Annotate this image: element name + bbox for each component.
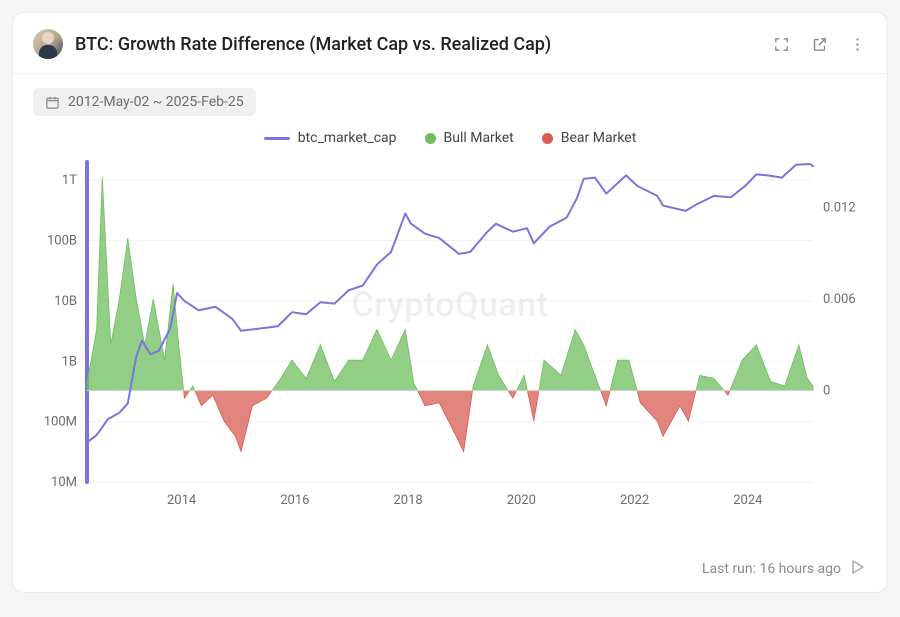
svg-text:2014: 2014: [167, 493, 197, 508]
svg-text:1B: 1B: [62, 354, 77, 369]
last-run-label: Last run: 16 hours ago: [702, 561, 841, 577]
legend-line[interactable]: btc_market_cap: [264, 130, 397, 146]
author-avatar[interactable]: [33, 29, 63, 59]
svg-text:2018: 2018: [393, 493, 422, 508]
date-range-label: 2012-May-02 ~ 2025-Feb-25: [68, 94, 244, 110]
svg-text:2020: 2020: [507, 493, 536, 508]
legend: btc_market_cap Bull Market Bear Market: [29, 130, 871, 146]
svg-text:10B: 10B: [54, 294, 77, 309]
header-actions: [771, 34, 867, 54]
svg-text:100B: 100B: [47, 234, 77, 249]
card-header: BTC: Growth Rate Difference (Market Cap …: [13, 13, 887, 74]
legend-bull-swatch: [425, 133, 436, 144]
chart-title: BTC: Growth Rate Difference (Market Cap …: [75, 34, 771, 55]
legend-line-swatch: [264, 137, 290, 140]
svg-text:2016: 2016: [280, 493, 309, 508]
legend-bull[interactable]: Bull Market: [425, 130, 514, 146]
chart-card: BTC: Growth Rate Difference (Market Cap …: [12, 12, 888, 593]
fullscreen-icon[interactable]: [771, 34, 791, 54]
play-icon[interactable]: [851, 560, 865, 578]
chart-area: btc_market_cap Bull Market Bear Market C…: [13, 116, 887, 554]
legend-bull-label: Bull Market: [444, 130, 514, 146]
svg-text:1T: 1T: [62, 173, 77, 188]
more-icon[interactable]: [847, 34, 867, 54]
svg-text:2022: 2022: [620, 493, 649, 508]
plot: CryptoQuant 10M100M1B10B100B1T00.0060.01…: [29, 154, 871, 514]
external-link-icon[interactable]: [809, 34, 829, 54]
svg-text:10M: 10M: [51, 475, 77, 490]
toolbar: 2012-May-02 ~ 2025-Feb-25: [13, 74, 887, 116]
legend-bear-swatch: [542, 133, 553, 144]
legend-line-label: btc_market_cap: [298, 130, 397, 146]
svg-text:0: 0: [823, 384, 830, 399]
legend-bear-label: Bear Market: [561, 130, 637, 146]
svg-text:0.012: 0.012: [823, 201, 856, 216]
svg-text:0.006: 0.006: [823, 292, 856, 307]
card-footer: Last run: 16 hours ago: [13, 554, 887, 592]
calendar-icon: [45, 95, 60, 110]
date-range-picker[interactable]: 2012-May-02 ~ 2025-Feb-25: [33, 88, 256, 116]
svg-text:2024: 2024: [733, 493, 763, 508]
legend-bear[interactable]: Bear Market: [542, 130, 637, 146]
plot-svg: 10M 100M 1B 10B 100B 1T 0 0.006 0.012 2014 2016 201…: [29, 154, 873, 514]
svg-text:100M: 100M: [44, 415, 77, 430]
